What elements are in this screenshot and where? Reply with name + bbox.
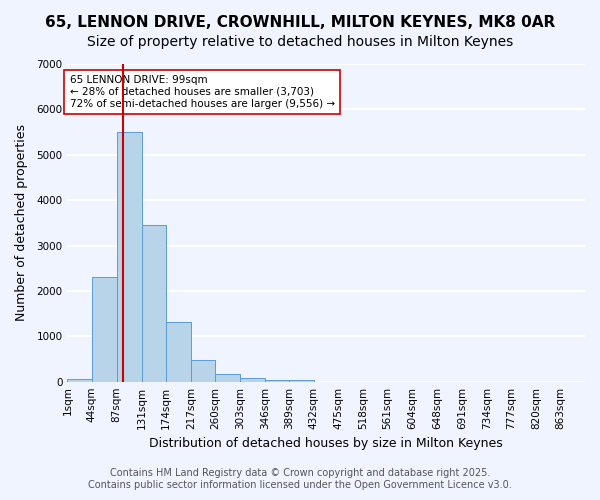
Bar xyxy=(166,322,191,382)
Text: 65 LENNON DRIVE: 99sqm
← 28% of detached houses are smaller (3,703)
72% of semi-: 65 LENNON DRIVE: 99sqm ← 28% of detached… xyxy=(70,76,335,108)
Text: 65, LENNON DRIVE, CROWNHILL, MILTON KEYNES, MK8 0AR: 65, LENNON DRIVE, CROWNHILL, MILTON KEYN… xyxy=(45,15,555,30)
Y-axis label: Number of detached properties: Number of detached properties xyxy=(15,124,28,322)
Bar xyxy=(289,380,314,382)
Bar xyxy=(215,374,240,382)
Bar xyxy=(116,132,142,382)
Text: Contains HM Land Registry data © Crown copyright and database right 2025.
Contai: Contains HM Land Registry data © Crown c… xyxy=(88,468,512,490)
Bar xyxy=(191,360,215,382)
Bar xyxy=(240,378,265,382)
Bar xyxy=(142,225,166,382)
Bar xyxy=(92,278,116,382)
Text: Size of property relative to detached houses in Milton Keynes: Size of property relative to detached ho… xyxy=(87,35,513,49)
Bar xyxy=(265,380,289,382)
X-axis label: Distribution of detached houses by size in Milton Keynes: Distribution of detached houses by size … xyxy=(149,437,503,450)
Bar xyxy=(67,378,92,382)
